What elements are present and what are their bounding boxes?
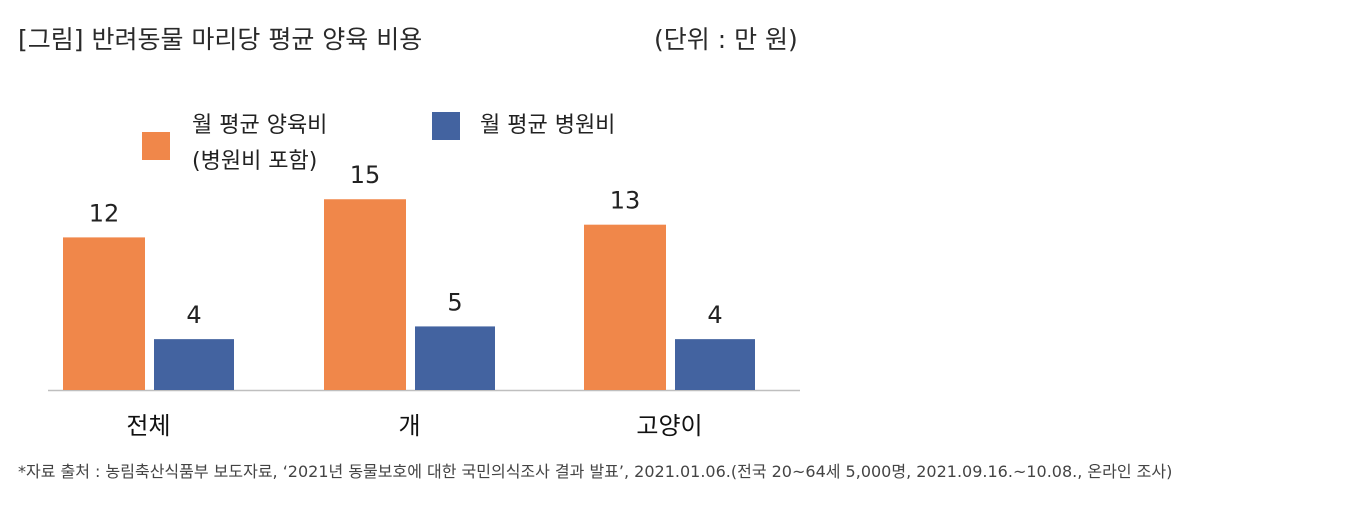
legend-label-cost-line2: (병원비 포함) bbox=[192, 149, 318, 174]
data-label-cost-2: 13 bbox=[610, 187, 641, 215]
legend-label-cost-line1: 월 평균 양육비 bbox=[192, 113, 328, 138]
bar-cost-0 bbox=[63, 237, 145, 390]
data-label-hospital-0: 4 bbox=[186, 301, 201, 329]
bar-hospital-1 bbox=[415, 326, 495, 390]
legend-swatch-cost bbox=[142, 132, 170, 160]
data-label-cost-1: 15 bbox=[350, 161, 381, 189]
bar-cost-1 bbox=[324, 199, 406, 390]
bar-cost-2 bbox=[584, 224, 666, 390]
data-label-cost-0: 12 bbox=[89, 199, 120, 227]
legend-text-cost: 월 평균 양육비 (병원비 포함) bbox=[192, 108, 327, 180]
data-label-hospital-1: 5 bbox=[447, 288, 462, 316]
category-label-0: 전체 bbox=[126, 412, 170, 440]
category-label-1: 개 bbox=[398, 412, 420, 440]
legend-item-hospital: 월 평균 병원비 bbox=[432, 108, 615, 144]
chart-title: [그림] 반려동물 마리당 평균 양육 비용 bbox=[18, 25, 423, 54]
source-footnote: *자료 출처 : 농림축산식품부 보도자료, ‘2021년 동물보호에 대한 국… bbox=[18, 462, 1173, 481]
legend-label-hospital: 월 평균 병원비 bbox=[480, 113, 616, 138]
category-label-2: 고양이 bbox=[636, 412, 702, 440]
unit-label: (단위 : 만 원) bbox=[654, 25, 798, 54]
data-label-hospital-2: 4 bbox=[707, 301, 722, 329]
bar-hospital-2 bbox=[675, 339, 755, 390]
legend-item-cost: 월 평균 양육비 (병원비 포함) bbox=[142, 108, 327, 180]
legend-swatch-hospital bbox=[432, 112, 460, 140]
bar-hospital-0 bbox=[154, 339, 234, 390]
